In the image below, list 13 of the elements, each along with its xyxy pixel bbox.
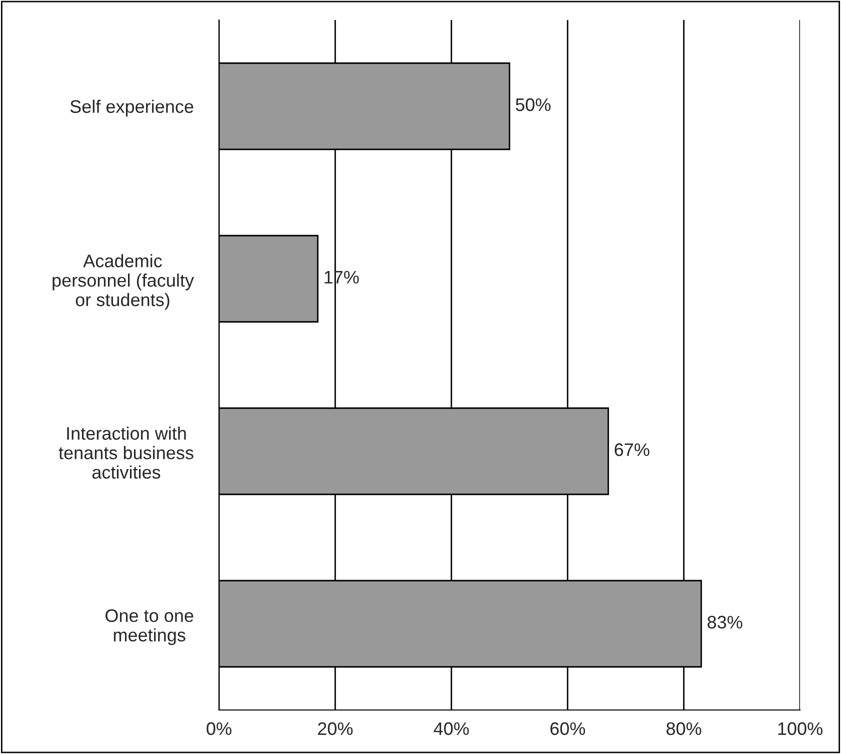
y-tick-label: Academic personnel (faculty or students) bbox=[52, 254, 194, 310]
data-label: 50% bbox=[516, 98, 551, 112]
data-label: 67% bbox=[614, 443, 650, 456]
x-tick-label: 60% bbox=[550, 722, 586, 736]
y-tick-label: Self experience bbox=[70, 100, 194, 117]
x-tick-label: 100% bbox=[778, 722, 822, 736]
x-tick-label: 40% bbox=[434, 722, 469, 736]
data-label: 83% bbox=[708, 616, 742, 629]
y-tick-label: Interaction with tenants business activities bbox=[58, 426, 194, 479]
y-tick-label: One to one meetings bbox=[106, 609, 194, 646]
x-tick-label: 0% bbox=[206, 722, 232, 736]
x-tick-label: 80% bbox=[666, 722, 702, 736]
x-tick-label: 20% bbox=[318, 722, 353, 736]
